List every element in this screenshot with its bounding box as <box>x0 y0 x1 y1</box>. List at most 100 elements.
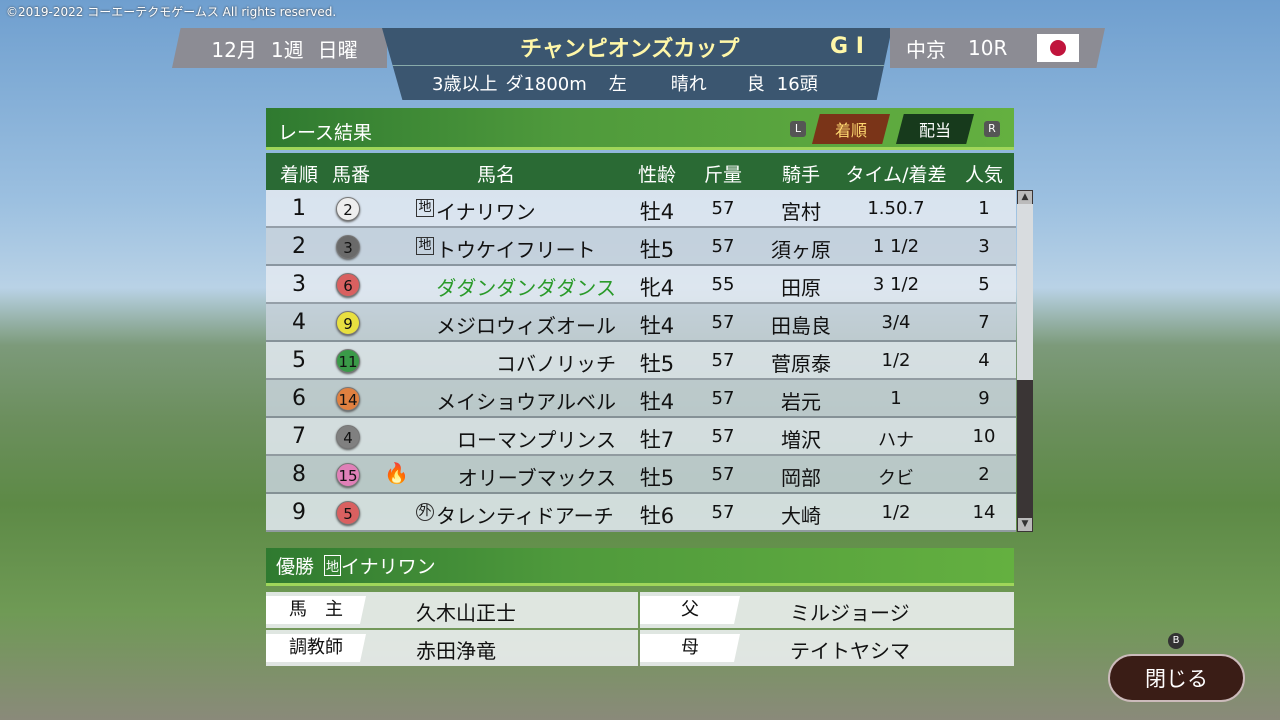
close-button[interactable]: 閉じる <box>1108 654 1245 702</box>
horse-name[interactable]: タレンティドアーチ <box>436 504 614 528</box>
origin-mark: 地 <box>416 237 434 255</box>
jockey: 大崎 <box>781 504 821 528</box>
jockey: 増沢 <box>781 428 821 452</box>
weather: 晴れ <box>670 74 707 95</box>
conditions: 3歳以上 <box>432 74 498 95</box>
time-margin: 1/2 <box>881 502 911 523</box>
l-key-icon: L <box>790 121 806 137</box>
tab-payout[interactable]: 配当 <box>896 114 974 144</box>
race-info: チャンピオンズカップ G I 3歳以上 ダ1800m 左 晴れ 良 16頭 <box>382 28 892 100</box>
horse-name[interactable]: ダダンダンダダンス <box>436 276 616 300</box>
finish-position: 9 <box>292 500 306 525</box>
r-key-icon: R <box>984 121 1000 137</box>
popularity: 7 <box>978 312 990 333</box>
popularity: 4 <box>978 350 990 371</box>
scrollbar[interactable]: ▲ ▼ <box>1017 190 1033 532</box>
finish-position: 6 <box>292 386 306 411</box>
horse-name[interactable]: オリーブマックス <box>457 466 616 490</box>
venue: 中京 <box>906 37 946 62</box>
results-list: 1 2 地 イナリワン 牡4 57 宮村 1.50.7 1 2 3 地 トウケイ… <box>266 190 1016 532</box>
origin-mark: 外 <box>416 503 434 521</box>
horse-number-badge: 5 <box>336 501 360 525</box>
origin-mark: 地 <box>416 199 434 217</box>
carried-weight: 57 <box>711 426 735 447</box>
popularity: 14 <box>972 502 996 523</box>
sex-age: 牡4 <box>639 390 675 414</box>
carried-weight: 57 <box>711 464 735 485</box>
table-row[interactable]: 5 11 コバノリッチ 牡5 57 菅原泰 1/2 4 <box>266 342 1016 380</box>
popularity: 10 <box>972 426 996 447</box>
scroll-down-icon[interactable]: ▼ <box>1018 518 1032 531</box>
owner-label: 馬 主 <box>266 596 366 624</box>
week: 1週 <box>270 37 304 62</box>
carried-weight: 57 <box>711 388 735 409</box>
dam-row: 母 テイトヤシマ <box>640 630 1014 666</box>
runners: 16頭 <box>776 74 818 95</box>
table-row[interactable]: 2 3 地 トウケイフリート 牡5 57 須ヶ原 1 1/2 3 <box>266 228 1016 266</box>
horse-name[interactable]: トウケイフリート <box>436 238 596 262</box>
horse-name[interactable]: ローマンプリンス <box>457 428 616 452</box>
horse-name[interactable]: メジロウィズオール <box>436 314 616 338</box>
sex-age: 牡5 <box>639 466 675 490</box>
copyright: ©2019-2022 コーエーテクモゲームス All rights reserv… <box>6 5 337 19</box>
sire-label: 父 <box>640 596 740 624</box>
trainer-row: 調教師 赤田浄竜 <box>266 630 638 666</box>
sex-age: 牡5 <box>639 238 675 262</box>
jockey: 岡部 <box>781 466 821 490</box>
table-row[interactable]: 4 9 メジロウィズオール 牡4 57 田島良 3/4 7 <box>266 304 1016 342</box>
carried-weight: 57 <box>711 502 735 523</box>
sex-age: 牡7 <box>639 428 675 452</box>
finish-position: 3 <box>292 272 306 297</box>
col-sexage: 性齢 <box>637 164 676 186</box>
carried-weight: 57 <box>711 198 735 219</box>
direction: 左 <box>608 74 627 95</box>
jockey: 菅原泰 <box>771 352 831 376</box>
finish-position: 2 <box>292 234 306 259</box>
race-name: チャンピオンズカップ <box>520 36 740 62</box>
horse-name[interactable]: メイショウアルベル <box>436 390 616 414</box>
popularity: 2 <box>978 464 990 485</box>
col-jockey: 騎手 <box>781 164 820 186</box>
horse-number-badge: 2 <box>336 197 360 221</box>
jockey: 須ヶ原 <box>771 238 831 262</box>
col-pos: 着順 <box>279 164 318 186</box>
table-row[interactable]: 7 4 ローマンプリンス 牡7 57 増沢 ハナ 10 <box>266 418 1016 456</box>
jockey: 岩元 <box>781 390 821 414</box>
table-row[interactable]: 1 2 地 イナリワン 牡4 57 宮村 1.50.7 1 <box>266 190 1016 228</box>
table-row[interactable]: 6 14 メイショウアルベル 牡4 57 岩元 1 9 <box>266 380 1016 418</box>
sex-age: 牡6 <box>639 504 675 528</box>
track-condition: 良 <box>746 74 765 95</box>
scroll-up-icon[interactable]: ▲ <box>1018 191 1032 204</box>
scroll-thumb[interactable] <box>1017 204 1033 380</box>
horse-number-badge: 11 <box>336 349 360 373</box>
tab-order[interactable]: 着順 <box>812 114 890 144</box>
table-row[interactable]: 9 5 外 タレンティドアーチ 牡6 57 大崎 1/2 14 <box>266 494 1016 532</box>
time-margin: 1 1/2 <box>872 236 920 257</box>
winner-mark: 地 <box>324 555 342 576</box>
sire-row: 父 ミルジョージ <box>640 592 1014 628</box>
popularity: 9 <box>978 388 990 409</box>
jockey: 田原 <box>781 276 821 300</box>
time-margin: 3/4 <box>881 312 911 333</box>
horse-name[interactable]: コバノリッチ <box>496 352 616 376</box>
horse-name[interactable]: イナリワン <box>436 200 536 224</box>
table-row[interactable]: 3 6 ダダンダンダダンス 牝4 55 田原 3 1/2 5 <box>266 266 1016 304</box>
jockey: 田島良 <box>771 314 831 338</box>
day: 日曜 <box>317 37 358 62</box>
results-header: レース結果 L 着順 配当 R <box>266 108 1014 150</box>
race-grade: G I <box>830 34 864 59</box>
month: 12月 <box>211 37 257 62</box>
table-row[interactable]: 8 15 🔥 オリーブマックス 牡5 57 岡部 クビ 2 <box>266 456 1016 494</box>
sex-age: 牡4 <box>639 314 675 338</box>
col-margin: タイム/着差 <box>845 164 947 186</box>
fire-icon: 🔥 <box>384 461 409 485</box>
column-header: 着順 馬番 馬名 性齢 斤量 騎手 タイム/着差 人気 <box>266 153 1014 190</box>
col-weight: 斤量 <box>703 164 742 186</box>
race-venue: 中京 10R <box>890 28 1105 68</box>
trainer-value: 赤田浄竜 <box>416 639 496 663</box>
col-num: 馬番 <box>331 164 370 186</box>
horse-number-badge: 14 <box>336 387 360 411</box>
race-number: 10R <box>968 36 1008 60</box>
finish-position: 1 <box>292 196 306 221</box>
time-margin: 1 <box>890 388 902 409</box>
